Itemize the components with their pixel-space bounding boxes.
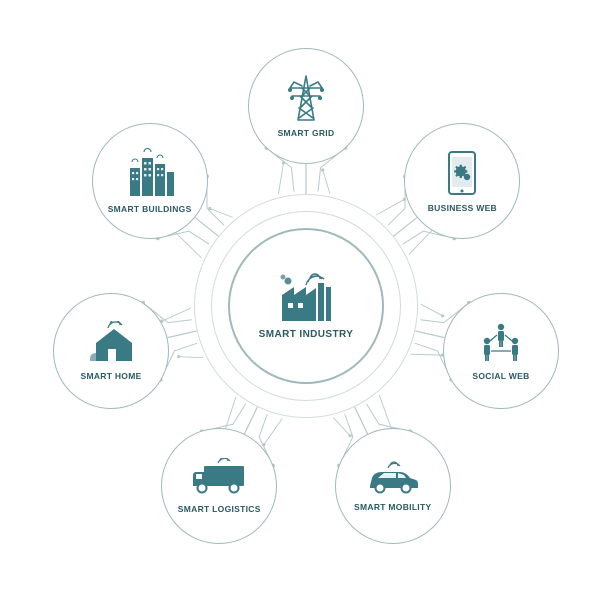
node-smart-home: SMART HOME <box>53 293 169 409</box>
node-smart-grid: SMART GRID <box>248 48 364 164</box>
tower-icon <box>284 74 328 122</box>
car-icon <box>366 460 420 496</box>
hub-label: SMART INDUSTRY <box>259 329 354 340</box>
hub-smart-industry: SMART INDUSTRY <box>228 228 384 384</box>
node-label: SMART HOME <box>80 371 141 381</box>
node-label: SOCIAL WEB <box>472 371 529 381</box>
people-icon <box>477 321 525 365</box>
node-smart-buildings: SMART BUILDINGS <box>92 123 208 239</box>
smart-industry-diagram: SMART INDUSTRY SMART GRID <box>0 0 612 612</box>
node-label: SMART MOBILITY <box>354 502 431 512</box>
factory-icon <box>278 273 334 323</box>
truck-icon <box>190 458 248 498</box>
phone-gears-icon <box>444 149 480 197</box>
node-business-web: BUSINESS WEB <box>404 123 520 239</box>
node-label: SMART GRID <box>278 128 335 138</box>
node-label: BUSINESS WEB <box>428 203 497 213</box>
node-label: SMART LOGISTICS <box>178 504 261 514</box>
buildings-icon <box>124 148 176 198</box>
node-smart-mobility: SMART MOBILITY <box>335 428 451 544</box>
node-label: SMART BUILDINGS <box>108 204 192 214</box>
node-social-web: SOCIAL WEB <box>443 293 559 409</box>
node-smart-logistics: SMART LOGISTICS <box>161 428 277 544</box>
house-icon <box>86 321 136 365</box>
